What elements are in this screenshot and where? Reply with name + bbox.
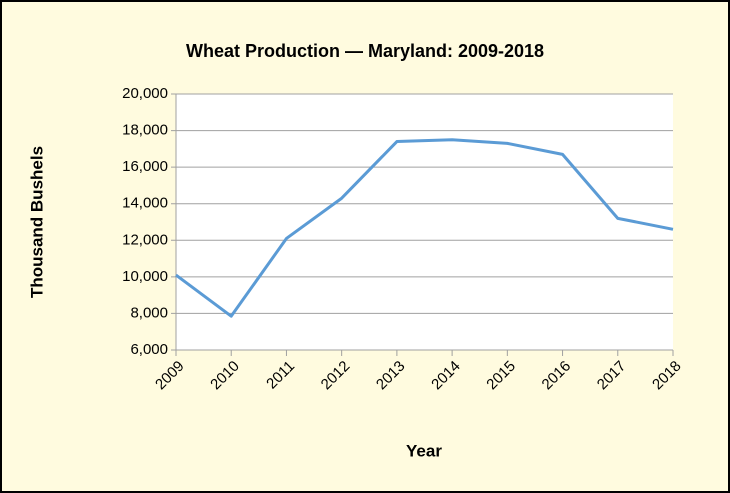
plot-area bbox=[176, 94, 673, 350]
y-tick-label: 20,000 bbox=[122, 85, 168, 102]
y-tick-label: 18,000 bbox=[122, 122, 168, 139]
y-tick-label: 6,000 bbox=[130, 341, 168, 358]
y-tick-label: 14,000 bbox=[122, 195, 168, 212]
y-tick-label: 8,000 bbox=[130, 304, 168, 321]
y-tick-label: 10,000 bbox=[122, 268, 168, 285]
y-tick-label: 16,000 bbox=[122, 158, 168, 175]
data-line bbox=[175, 138, 674, 318]
y-axis-title: Thousand Bushels bbox=[27, 146, 46, 298]
y-tick-label: 12,000 bbox=[122, 231, 168, 248]
chart-title: Wheat Production — Maryland: 2009-2018 bbox=[186, 41, 544, 61]
x-axis-title: Year bbox=[406, 441, 442, 460]
